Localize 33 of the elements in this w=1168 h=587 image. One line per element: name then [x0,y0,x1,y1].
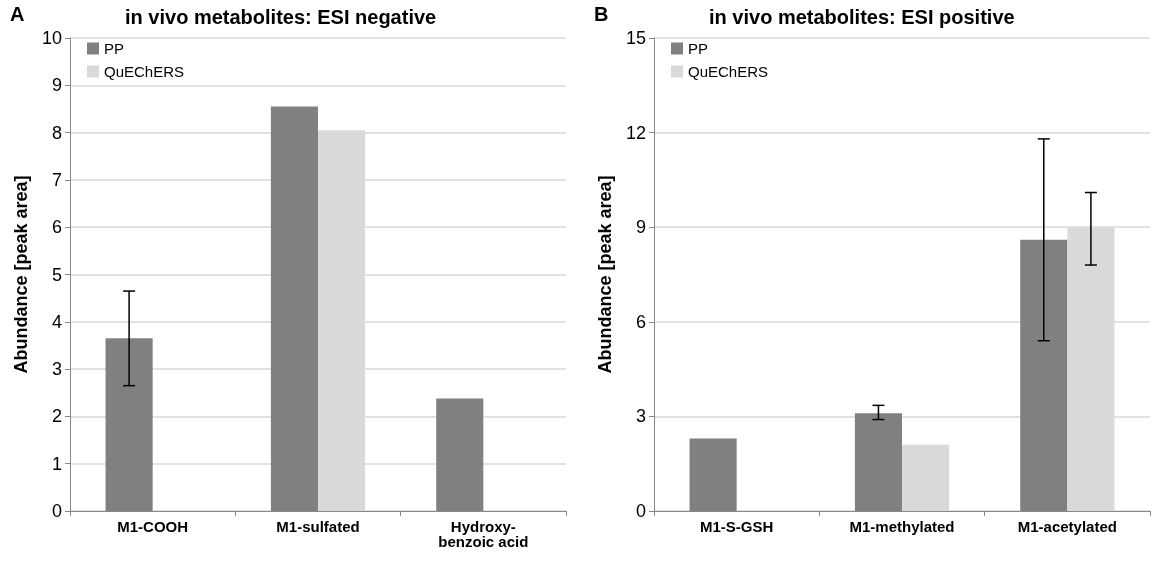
chart-title: in vivo metabolites: ESI positive [709,6,1015,28]
legend-label: QuEChERS [688,63,769,80]
y-tick-label: 9 [51,75,62,96]
y-tick-label: 6 [51,217,62,238]
legend-label: QuEChERS [104,63,185,80]
y-tick-label: 7 [51,169,62,190]
y-tick-label: 5 [51,264,62,285]
legend-label: PP [104,40,125,57]
y-tick-label: 4 [51,311,62,332]
text: B [594,3,609,25]
text: A [10,3,25,25]
legend-label: PP [688,40,709,57]
x-tick-label: M1-COOH [117,518,189,535]
y-tick-label: 12 [625,122,646,143]
y-tick-label: 3 [635,406,646,427]
y-tick-label: 3 [51,359,62,380]
x-tick-label: M1-acetylated [1017,518,1117,535]
y-tick-label: 6 [635,311,646,332]
y-tick-label: 10 [41,28,62,48]
y-tick-label: 0 [635,501,646,521]
y-axis-title: Abundance [peak area] [595,175,615,374]
y-tick-label: 15 [625,28,646,48]
chart-title: in vivo metabolites: ESI negative [125,6,437,28]
y-tick-label: 1 [51,453,62,474]
x-tick-label: M1-sulfated [276,518,360,535]
y-tick-label: 2 [51,406,62,427]
y-axis-title: Abundance [peak area] [11,175,31,374]
x-tick-label: M1-S-GSH [699,518,774,535]
y-tick-label: 9 [635,217,646,238]
x-tick-label: M1-methylated [849,518,955,535]
x-tick-label: Hydroxy- benzoic acid [438,518,529,550]
y-tick-label: 0 [51,501,62,521]
y-tick-label: 8 [51,122,62,143]
